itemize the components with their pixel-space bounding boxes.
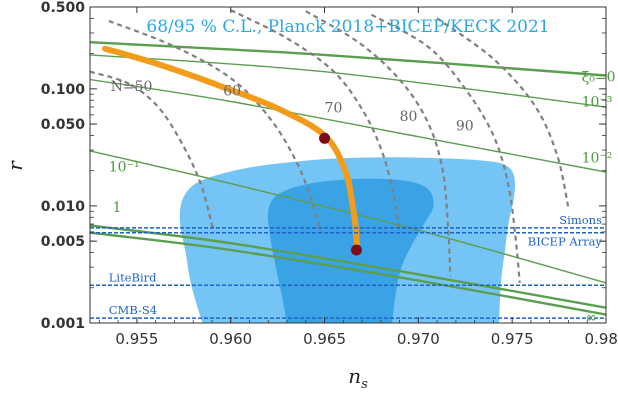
- y-tick-label: 0.500: [41, 0, 86, 16]
- xi-curve-label: 10⁻³: [582, 94, 613, 110]
- efold-curve: [90, 70, 215, 233]
- model-point: [319, 132, 331, 144]
- xi-curve-label: 10⁻¹: [109, 159, 140, 175]
- efold-curve-label: 90: [456, 119, 474, 135]
- model-point: [350, 244, 362, 256]
- x-tick-label: 0.970: [397, 330, 440, 348]
- xi-curve: [90, 78, 606, 173]
- xi-curve: [90, 150, 606, 284]
- x-tick-label: 0.965: [303, 330, 346, 348]
- y-tick-label: 0.050: [41, 117, 86, 133]
- xi-curve: [90, 54, 606, 108]
- y-axis-label: r: [3, 160, 27, 171]
- experiment-label: LiteBird: [109, 270, 157, 284]
- chart-title: 68/95 % C.L., Planck 2018+BICEP/KECK 202…: [146, 17, 549, 37]
- efold-curve-label: N=50: [111, 79, 153, 95]
- y-tick-label: 0.010: [41, 199, 86, 215]
- y-tick-label: 0.005: [41, 234, 85, 250]
- xi-curve: [90, 41, 606, 77]
- y-tick-label: 0.100: [41, 82, 86, 98]
- efold-curve-label: 80: [400, 109, 418, 125]
- x-axis-label-base: n: [348, 364, 361, 388]
- efold-curve: [230, 9, 401, 233]
- xi-curve-label: ∞: [585, 310, 597, 326]
- xi-curve-label: 10⁻²: [582, 150, 613, 166]
- experiment-label: Simons: [559, 213, 602, 227]
- efold-curve: [436, 17, 570, 209]
- x-tick-label: 0.955: [115, 330, 158, 348]
- efold-curve: [305, 10, 452, 277]
- y-tick-label: 0.001: [41, 316, 85, 332]
- efold-curve-label: 70: [325, 100, 343, 116]
- x-axis-label-sub: s: [361, 377, 368, 392]
- efold-curve: [108, 19, 322, 233]
- ci68-region: [267, 178, 434, 323]
- x-axis-label: ns: [348, 364, 368, 392]
- experiment-label: CMB-S4: [109, 303, 157, 317]
- xi-curve-label: ξ₀=0: [582, 70, 616, 86]
- plot-frame: [89, 6, 607, 324]
- experiment-label: BICEP Array: [528, 235, 603, 249]
- efold-curve-label: 60: [223, 83, 241, 99]
- xi-curve: [90, 231, 606, 316]
- x-tick-label: 0.980: [585, 330, 618, 348]
- xi-curve-label: 1: [113, 200, 122, 216]
- x-tick-label: 0.975: [491, 330, 534, 348]
- x-tick-label: 0.960: [209, 330, 252, 348]
- efold-curve: [370, 13, 521, 283]
